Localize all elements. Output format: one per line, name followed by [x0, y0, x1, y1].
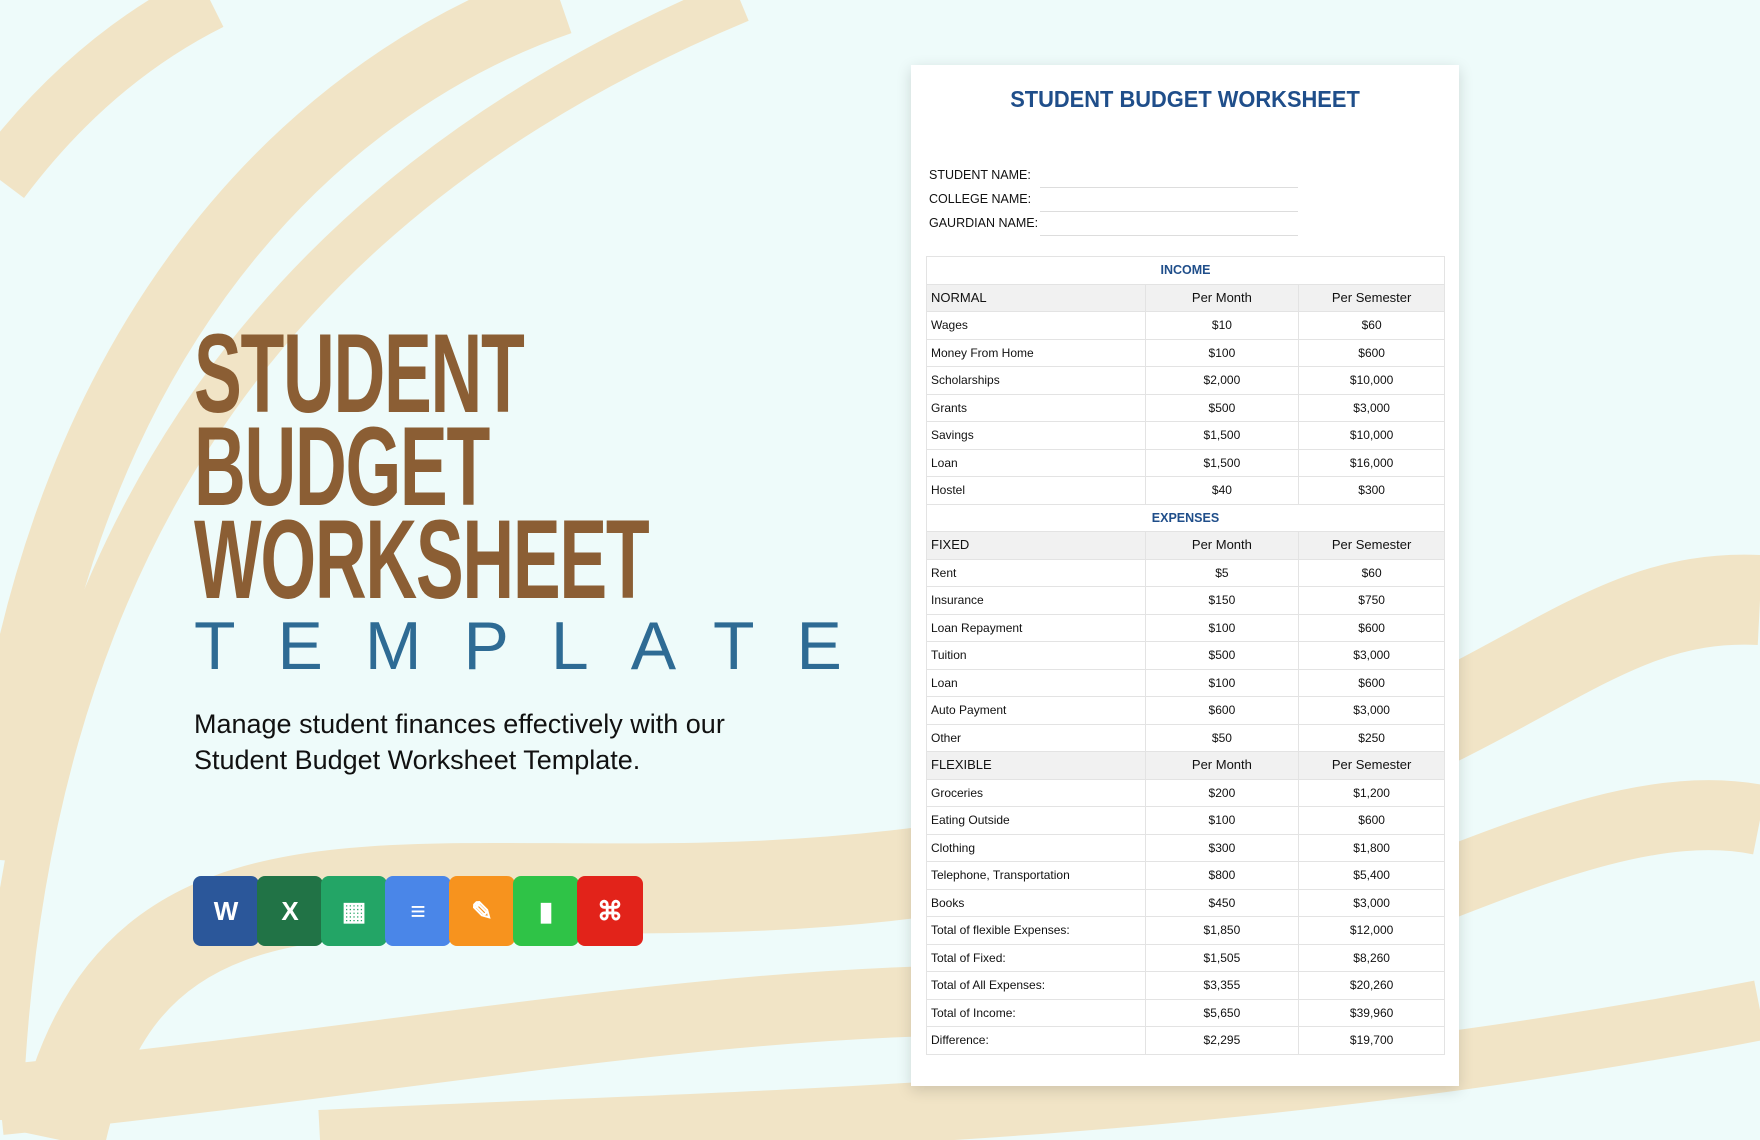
word-icon[interactable]: W	[193, 876, 259, 946]
budget-table: INCOME NORMAL Per Month Per Semester Wages $1…	[926, 256, 1445, 1055]
table-row: Clothing $300 $1,800	[926, 833, 1445, 862]
guardian-name-label: GAURDIAN NAME:	[929, 216, 1039, 230]
table-row: Total of flexible Expenses: $1,850 $12,000	[926, 916, 1445, 945]
table-row: Savings $1,500 $10,000	[926, 421, 1445, 450]
hero-title-line2: BUDGET	[194, 404, 490, 529]
table-row: Grants $500 $3,000	[926, 393, 1445, 422]
pdf-icon[interactable]: ⌘	[577, 876, 643, 946]
table-row: Hostel $40 $300	[926, 476, 1445, 505]
excel-icon[interactable]: X	[257, 876, 323, 946]
table-row: Total of Fixed: $1,505 $8,260	[926, 943, 1445, 972]
google-sheets-icon[interactable]: ▦	[321, 876, 387, 946]
table-row: Insurance $150 $750	[926, 586, 1445, 615]
table-row: Total of Income: $5,650 $39,960	[926, 998, 1445, 1027]
worksheet-preview: STUDENT BUDGET WORKSHEET STUDENT NAME: C…	[911, 65, 1459, 1086]
numbers-icon[interactable]: ▮	[513, 876, 579, 946]
table-row: Eating Outside $100 $600	[926, 806, 1445, 835]
student-name-line	[1040, 187, 1298, 188]
guardian-name-line	[1040, 235, 1298, 236]
college-name-label: COLLEGE NAME:	[929, 192, 1032, 206]
student-name-label: STUDENT NAME:	[929, 168, 1031, 182]
table-row: Money From Home $100 $600	[926, 338, 1445, 367]
table-row: Total of All Expenses: $3,355 $20,260	[926, 971, 1445, 1000]
pages-icon[interactable]: ✎	[449, 876, 515, 946]
flexible-header-row: FLEXIBLE Per Month Per Semester	[926, 751, 1445, 780]
google-docs-icon[interactable]: ≡	[385, 876, 451, 946]
college-name-line	[1040, 211, 1298, 212]
table-row: Difference: $2,295 $19,700	[926, 1026, 1445, 1055]
income-section-header: INCOME	[926, 256, 1445, 285]
table-row: Other $50 $250	[926, 723, 1445, 752]
table-row: Wages $10 $60	[926, 311, 1445, 340]
normal-header-row: NORMAL Per Month Per Semester	[926, 283, 1445, 312]
table-row: Loan $1,500 $16,000	[926, 448, 1445, 477]
table-row: Scholarships $2,000 $10,000	[926, 366, 1445, 395]
table-row: Telephone, Transportation $800 $5,400	[926, 861, 1445, 890]
hero-title-line3: WORKSHEET	[194, 497, 650, 622]
hero-description: Manage student finances effectively with…	[194, 709, 725, 775]
table-row: Rent $5 $60	[926, 558, 1445, 587]
table-row: Auto Payment $600 $3,000	[926, 696, 1445, 725]
hero-subtitle: TEMPLATE	[194, 608, 884, 684]
hero-title-line1: STUDENT	[194, 311, 525, 436]
expenses-section-header: EXPENSES	[926, 503, 1445, 532]
table-row: Tuition $500 $3,000	[926, 641, 1445, 670]
table-row: Books $450 $3,000	[926, 888, 1445, 917]
format-icons: W X ▦ ≡ ✎ ▮ ⌘	[193, 876, 643, 946]
worksheet-title: STUDENT BUDGET WORKSHEET	[1010, 86, 1360, 112]
table-row: Groceries $200 $1,200	[926, 778, 1445, 807]
table-row: Loan $100 $600	[926, 668, 1445, 697]
fixed-header-row: FIXED Per Month Per Semester	[926, 531, 1445, 560]
table-row: Loan Repayment $100 $600	[926, 613, 1445, 642]
